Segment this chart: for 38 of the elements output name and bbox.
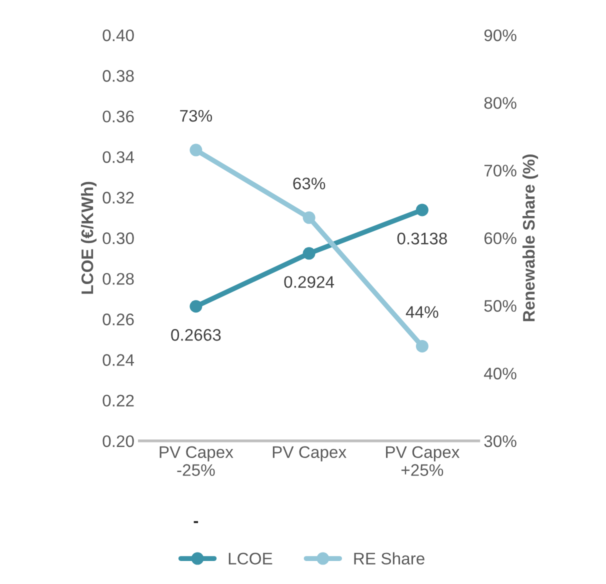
y-axis-title: LCOE (€/KWh) (80, 182, 97, 294)
point (190, 144, 202, 156)
y-tick-label: 0.22 (102, 394, 134, 407)
point (416, 204, 428, 216)
y-tick-label: 0.38 (102, 70, 134, 82)
y-tick-label: 0.34 (102, 151, 134, 164)
y2-tick-label: 30% (484, 435, 516, 448)
y-tick-label: 0.20 (102, 435, 134, 448)
legend-label: LCOE (228, 552, 272, 565)
point (302, 211, 316, 224)
y-tick-label: 0.36 (102, 110, 134, 122)
y2-tick-label: 90% (484, 29, 516, 42)
legend-label: RE Share (354, 552, 424, 565)
data-label: 0.2924 (284, 276, 334, 288)
data-label: 44% (406, 306, 438, 318)
y-tick-label: 0.40 (102, 29, 134, 42)
point (190, 300, 202, 313)
text: - (194, 521, 198, 524)
y2-tick-label: 60% (484, 232, 516, 244)
y2-tick-label: 40% (484, 368, 516, 380)
y-tick-label: 0.32 (102, 192, 134, 204)
y-tick-label: 0.30 (102, 232, 134, 244)
y-tick-label: 0.24 (102, 354, 134, 366)
y-tick-label: 0.26 (102, 314, 134, 326)
y-tick-label: 0.28 (102, 272, 134, 285)
data-label: 73% (180, 110, 212, 122)
y2-tick-label: 80% (484, 97, 516, 109)
point (302, 247, 316, 260)
data-label: 0.3138 (397, 232, 447, 244)
y2-axis-title: Renewable Share (%) (522, 154, 538, 322)
data-label: 0.2663 (171, 329, 221, 341)
point (416, 340, 428, 352)
x-tick-label: PV Capex (272, 446, 346, 462)
y2-tick-label: 50% (484, 300, 516, 312)
x-tick-label: PV Capex -25% (160, 446, 234, 476)
y2-tick-label: 70% (484, 164, 516, 177)
data-label: 63% (293, 178, 326, 190)
x-tick-label: PV Capex +25% (386, 446, 460, 476)
